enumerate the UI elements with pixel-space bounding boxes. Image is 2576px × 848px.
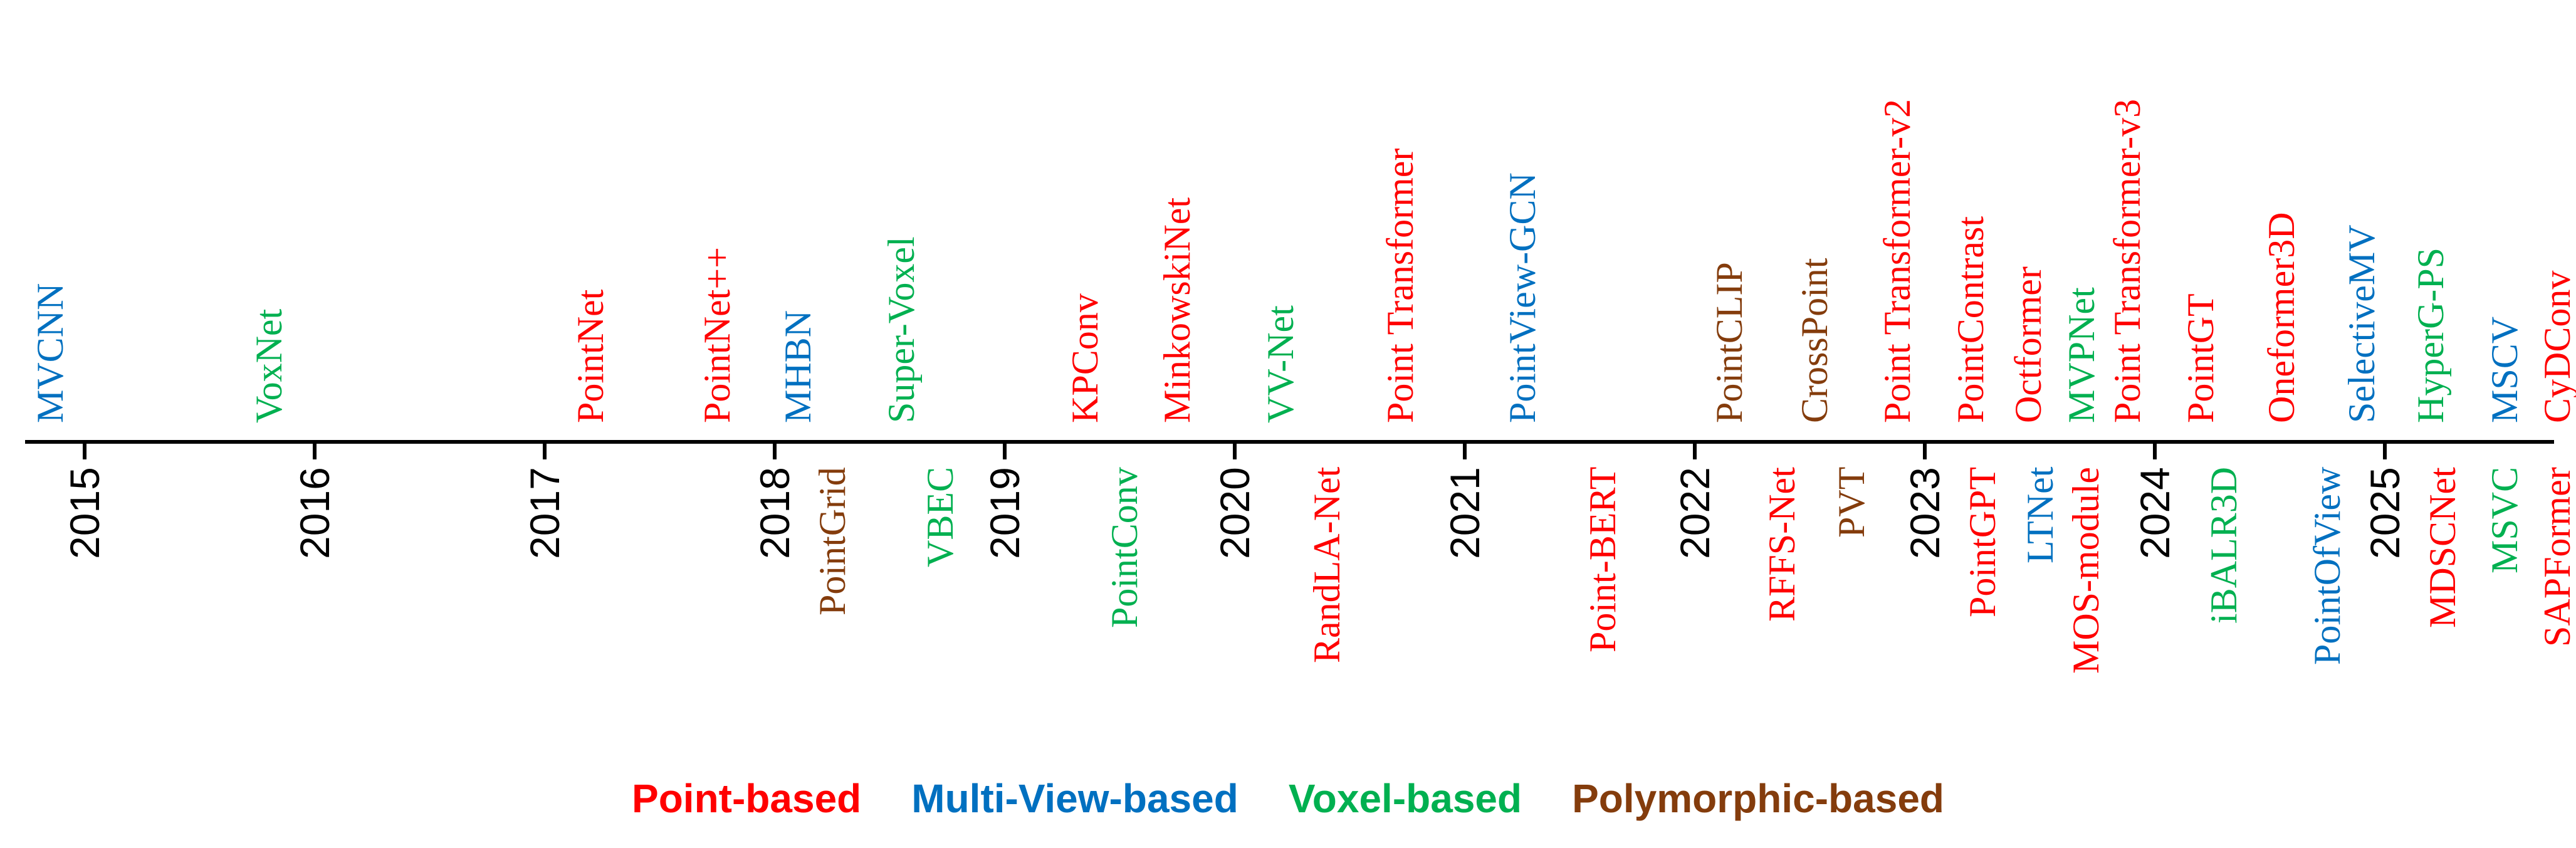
method-label: Super-Voxel <box>880 236 922 423</box>
method-label: PointOfView <box>2306 466 2348 665</box>
method-label: SAPFormer <box>2537 467 2576 647</box>
method-label: PointGrid <box>811 467 853 615</box>
method-label: PVT <box>1830 466 1872 538</box>
method-label: PointConv <box>1103 467 1145 628</box>
method-label: LTNet <box>2019 466 2061 563</box>
method-label: Point Transformer <box>1380 148 1422 423</box>
year-label: 2018 <box>751 467 798 559</box>
year-label: 2020 <box>1212 467 1258 559</box>
method-label: RFFS-Net <box>1761 467 1803 622</box>
method-label: RandLA-Net <box>1306 466 1348 663</box>
year-label: 2021 <box>1442 467 1488 559</box>
year-label: 2016 <box>291 467 338 559</box>
method-label: MDSCNet <box>2421 467 2463 628</box>
legend: Point-based Multi-View-based Voxel-based… <box>0 776 2576 821</box>
method-label: CyDConv <box>2537 270 2576 423</box>
year-label: 2024 <box>2132 467 2178 559</box>
legend-point-based: Point-based <box>632 776 862 821</box>
method-label: PointView-GCN <box>1501 172 1543 423</box>
year-label: 2015 <box>61 467 108 559</box>
method-label: MSVC <box>2483 466 2525 573</box>
year-label: 2019 <box>982 467 1028 559</box>
year-label: 2017 <box>521 467 568 559</box>
year-label: 2022 <box>1672 467 1718 559</box>
legend-polymorphic-based: Polymorphic-based <box>1572 776 1944 821</box>
method-label: Oneformer3D <box>2260 212 2302 423</box>
method-label: CrossPoint <box>1793 258 1835 423</box>
method-label: MSCV <box>2483 316 2525 423</box>
method-label: PointGT <box>2180 293 2222 423</box>
method-label: PointNet <box>570 289 612 423</box>
method-label: VoxNet <box>248 308 290 423</box>
method-label: Octformer <box>2008 266 2050 423</box>
method-label: SelectiveMV <box>2341 224 2383 423</box>
method-label: iBALR3D <box>2203 466 2245 624</box>
method-label: VBEC <box>919 466 961 567</box>
year-label: 2023 <box>1902 467 1948 559</box>
method-label: Point Transformer-v2 <box>1876 98 1918 423</box>
method-label: KPConv <box>1064 293 1106 423</box>
method-label: MOS-module <box>2065 467 2107 674</box>
method-label: MVCNN <box>29 283 71 423</box>
method-label: VV-Net <box>1260 305 1302 423</box>
method-label: PointGPT <box>1961 466 2003 617</box>
method-label: MVPNet <box>2060 287 2102 423</box>
method-label: MHBN <box>777 310 819 423</box>
legend-multi-view-based: Multi-View-based <box>911 776 1238 821</box>
method-label: Point-BERT <box>1582 466 1624 652</box>
year-label: 2025 <box>2362 467 2408 559</box>
method-label: PointContrast <box>1950 216 1992 423</box>
method-label: HyperG-PS <box>2410 248 2452 423</box>
method-label: PointCLIP <box>1709 262 1751 423</box>
legend-voxel-based: Voxel-based <box>1288 776 1522 821</box>
method-label: MinkowskiNet <box>1156 197 1198 423</box>
method-label: Point Transformer-v3 <box>2106 98 2148 423</box>
method-label: PointNet++ <box>696 246 738 423</box>
